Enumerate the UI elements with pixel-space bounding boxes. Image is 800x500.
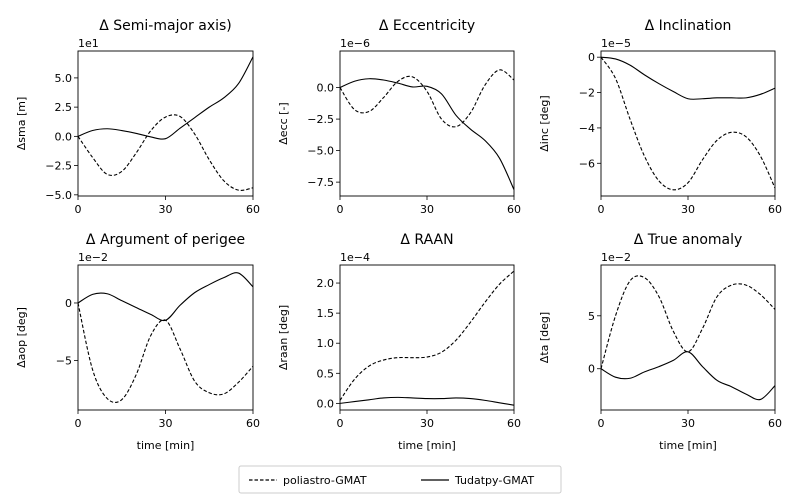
x-tick-label: 60	[768, 417, 782, 430]
x-tick-label: 60	[507, 417, 521, 430]
chart-panel-3: 0 30 60 −5 0 Δ Argument of perigee 1e−2 Δaop [d…	[15, 232, 260, 452]
axes-frame	[339, 50, 515, 197]
y-tick-label: 5	[588, 310, 595, 323]
y-tick-label: 0	[588, 51, 595, 64]
series-line-poliastro	[78, 302, 253, 403]
y-tick-label: 1.0	[317, 337, 335, 350]
y-axis-label: Δecc [-]	[277, 102, 290, 144]
x-tick-label: 0	[598, 417, 605, 430]
chart-panel-0: 0 30 60 −5.0 −2.5 0.0 2.5 5.0 Δ Semi-major axis)…	[15, 18, 260, 216]
y-tick-label: −5.0	[307, 145, 334, 158]
axes-frame	[77, 264, 254, 411]
y-tick-label: 0.0	[317, 397, 335, 410]
x-tick-label: 60	[246, 417, 260, 430]
series-line-tudatpy	[78, 272, 253, 322]
series-line-poliastro	[601, 56, 775, 191]
x-tick-label: 30	[681, 417, 695, 430]
axis-offset-label: 1e−5	[601, 37, 631, 50]
x-tick-label: 0	[75, 203, 82, 216]
chart-panel-2: 0 30 60 −6 −4 −2 0 Δ Inclination 1e−5 Δinc [deg]	[538, 18, 782, 216]
axis-offset-label: 1e−4	[340, 251, 370, 264]
chart-title: Δ RAAN	[400, 232, 453, 248]
axis-offset-label: 1e1	[78, 37, 99, 50]
y-tick-label: 2.5	[55, 101, 73, 114]
y-tick-label: −2	[579, 87, 595, 100]
x-tick-label: 60	[768, 203, 782, 216]
axes-frame	[600, 50, 776, 197]
axes-frame	[339, 264, 515, 411]
x-tick-label: 30	[420, 203, 434, 216]
series-line-poliastro	[340, 270, 514, 401]
y-tick-label: 0.5	[317, 367, 335, 380]
x-axis-label: time [min]	[137, 439, 195, 452]
y-axis-label: Δta [deg]	[538, 312, 551, 363]
y-tick-label: −5.0	[45, 189, 72, 202]
series-line-tudatpy	[601, 351, 775, 401]
axes-frame	[77, 50, 254, 197]
series-line-poliastro	[601, 275, 775, 369]
series-line-tudatpy	[340, 396, 514, 406]
x-axis-label: time [min]	[659, 439, 717, 452]
y-tick-label: −2.5	[307, 113, 334, 126]
x-tick-label: 0	[337, 203, 344, 216]
series-line-tudatpy	[78, 56, 253, 140]
y-tick-label: 0.0	[317, 82, 335, 95]
y-axis-label: Δaop [deg]	[15, 307, 28, 368]
y-tick-label: 2.0	[317, 277, 335, 290]
chart-panel-4: 0 30 60 0.0 0.5 1.0 1.5 2.0 Δ RAAN 1e−4 Δraan [deg…	[277, 232, 521, 452]
chart-panels: 0 30 60 −5.0 −2.5 0.0 2.5 5.0 Δ Semi-major axis)…	[15, 18, 782, 452]
series-line-tudatpy	[340, 78, 514, 190]
y-tick-label: 0	[65, 297, 72, 310]
legend-frame	[238, 465, 562, 494]
legend-label-tudatpy: Tudatpy-GMAT	[454, 474, 534, 487]
y-axis-label: Δinc [deg]	[538, 95, 551, 151]
axes-frame	[600, 264, 776, 411]
chart-title: Δ Inclination	[645, 18, 732, 34]
axis-offset-label: 1e−6	[340, 37, 370, 50]
y-tick-label: 5.0	[55, 72, 73, 85]
chart-title: Δ Semi-major axis)	[99, 18, 232, 34]
axis-offset-label: 1e−2	[601, 251, 631, 264]
chart-panel-1: 0 30 60 −7.5 −5.0 −2.5 0.0 Δ Eccentricity 1e−6 Δe…	[277, 18, 521, 216]
y-tick-label: 0.0	[55, 130, 73, 143]
x-tick-label: 30	[681, 203, 695, 216]
y-tick-label: −5	[56, 355, 72, 368]
y-axis-label: Δraan [deg]	[277, 305, 290, 370]
chart-title: Δ Eccentricity	[379, 18, 475, 34]
axis-offset-label: 1e−2	[78, 251, 108, 264]
y-tick-label: 1.5	[317, 307, 335, 320]
y-tick-label: −7.5	[307, 176, 334, 189]
y-tick-label: 0	[588, 363, 595, 376]
x-tick-label: 30	[420, 417, 434, 430]
y-tick-label: −2.5	[45, 160, 72, 173]
x-tick-label: 0	[598, 203, 605, 216]
x-tick-label: 30	[159, 417, 173, 430]
chart-title: Δ True anomaly	[634, 232, 743, 248]
y-axis-label: Δsma [m]	[15, 97, 28, 151]
x-axis-label: time [min]	[398, 439, 456, 452]
x-tick-label: 30	[159, 203, 173, 216]
legend: poliastro-GMAT Tudatpy-GMAT	[238, 465, 562, 494]
x-tick-label: 0	[75, 417, 82, 430]
series-line-poliastro	[78, 114, 253, 191]
chart-title: Δ Argument of perigee	[86, 232, 245, 248]
y-tick-label: −4	[579, 122, 595, 135]
legend-label-poliastro: poliastro-GMAT	[283, 474, 367, 487]
series-line-poliastro	[340, 69, 514, 128]
y-tick-label: −6	[579, 157, 595, 170]
x-tick-label: 0	[337, 417, 344, 430]
x-tick-label: 60	[507, 203, 521, 216]
x-tick-label: 60	[246, 203, 260, 216]
series-line-tudatpy	[601, 56, 775, 100]
